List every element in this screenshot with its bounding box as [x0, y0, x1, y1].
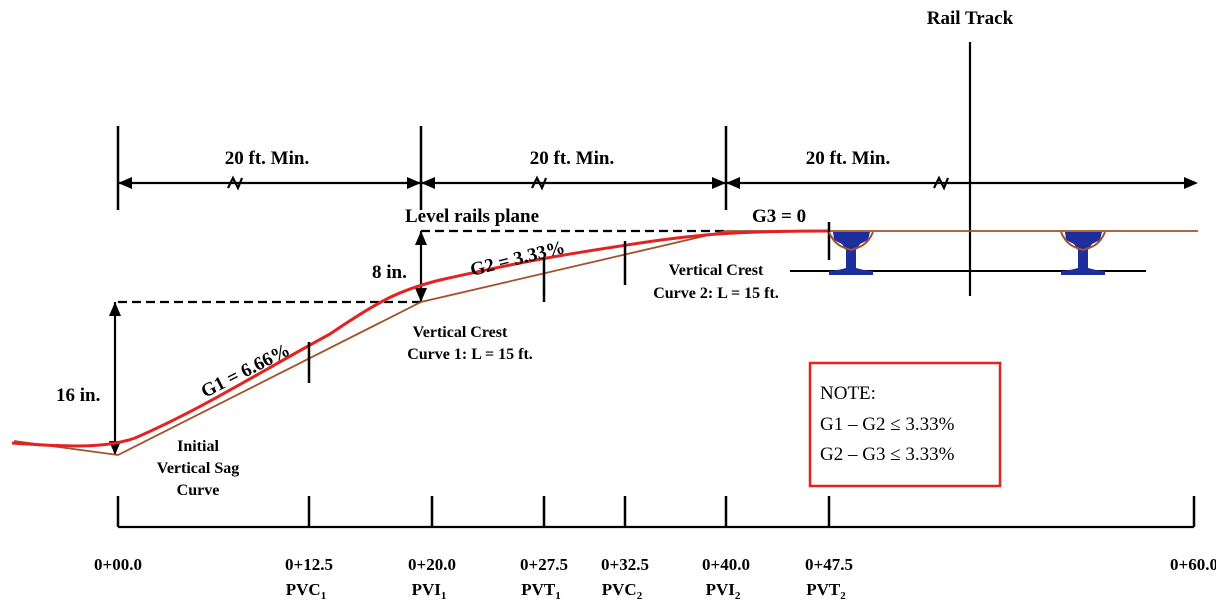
station-ticks: 0+00.0 0+12.5 PVC1 0+20.0 PVI1 0+27.5 PVT1 0+32…: [94, 496, 1216, 602]
level-plane-label: Level rails plane: [405, 206, 539, 227]
station-label: PVT1: [521, 580, 561, 602]
dimension-label-1: 20 ft. Min.: [225, 148, 309, 169]
note-title: NOTE:: [820, 383, 876, 404]
station-label: PVI2: [706, 580, 741, 602]
g1-label: G1 = 6.66%: [198, 340, 294, 403]
height-8-dimension: [415, 231, 427, 302]
note-line-2: G2 – G3 ≤ 3.33%: [820, 444, 955, 465]
svg-text:Curve 2: L = 15 ft.: Curve 2: L = 15 ft.: [653, 285, 779, 302]
svg-text:Vertical Crest: Vertical Crest: [413, 324, 508, 341]
height-16-dimension: [109, 302, 121, 455]
dimension-line: [116, 126, 1198, 210]
svg-text:Curve: Curve: [177, 482, 220, 499]
rail-icon: [828, 231, 874, 275]
height-16-label: 16 in.: [56, 385, 100, 406]
svg-text:Curve 1: L = 15 ft.: Curve 1: L = 15 ft.: [407, 346, 533, 363]
station-value: 0+47.5: [805, 555, 853, 574]
g2-label: G2 = 3.33%: [468, 237, 567, 281]
grade-tangent-line: [13, 230, 1198, 456]
note-box: [808, 361, 1002, 488]
svg-text:Initial: Initial: [177, 438, 219, 455]
station-label: PVC1: [286, 580, 326, 602]
dimension-label-3: 20 ft. Min.: [806, 148, 890, 169]
rail-track-label: Rail Track: [927, 8, 1014, 29]
svg-text:Vertical Sag: Vertical Sag: [157, 460, 240, 477]
station-label: PVT2: [806, 580, 846, 602]
station-value: 0+60.0: [1170, 555, 1216, 574]
sag-curve-label: Initial Vertical Sag Curve: [157, 438, 240, 499]
station-label: PVC2: [602, 580, 643, 602]
station-value: 0+00.0: [94, 555, 142, 574]
height-8-label: 8 in.: [372, 262, 407, 283]
crest2-curve-label: Vertical Crest Curve 2: L = 15 ft.: [653, 262, 779, 302]
rail-icon: [1060, 231, 1106, 275]
station-value: 0+12.5: [285, 555, 333, 574]
g3-label: G3 = 0: [752, 206, 806, 227]
note-line-1: G1 – G2 ≤ 3.33%: [820, 414, 955, 435]
station-value: 0+27.5: [520, 555, 568, 574]
profile-curve: [11, 229, 831, 448]
station-value: 0+20.0: [408, 555, 456, 574]
station-value: 0+32.5: [601, 555, 649, 574]
station-label: PVI1: [412, 580, 447, 602]
station-value: 0+40.0: [702, 555, 750, 574]
dimension-label-2: 20 ft. Min.: [530, 148, 614, 169]
svg-text:Vertical Crest: Vertical Crest: [669, 262, 764, 279]
crest1-curve-label: Vertical Crest Curve 1: L = 15 ft.: [407, 324, 533, 363]
